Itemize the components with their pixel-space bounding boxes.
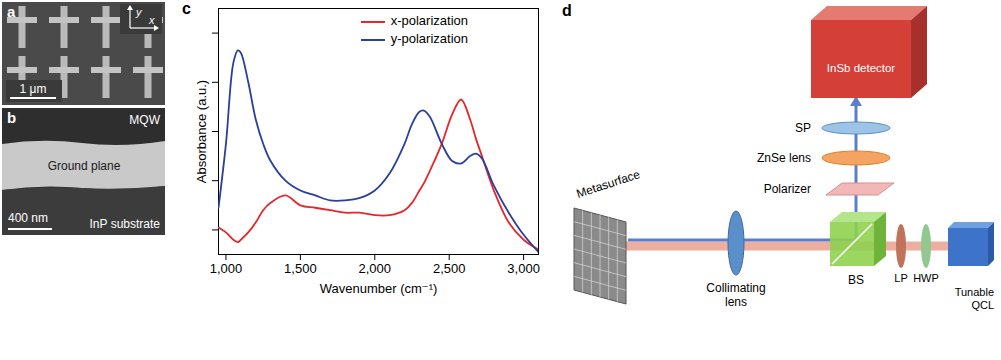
svg-text:Collimating: Collimating — [706, 281, 765, 295]
svg-text:Tunable: Tunable — [955, 286, 994, 298]
svg-text:HWP: HWP — [913, 272, 939, 284]
svg-text:y: y — [135, 6, 143, 18]
svg-text:MQW: MQW — [129, 113, 160, 127]
svg-text:Absorbance (a.u.): Absorbance (a.u.) — [194, 80, 209, 183]
svg-text:InSb detector: InSb detector — [827, 62, 896, 74]
svg-text:2,000: 2,000 — [359, 261, 392, 276]
svg-text:Metasurface: Metasurface — [575, 167, 642, 201]
svg-text:400 nm: 400 nm — [8, 211, 48, 225]
svg-text:Wavenumber (cm⁻¹): Wavenumber (cm⁻¹) — [320, 281, 438, 296]
svg-text:1,500: 1,500 — [284, 261, 317, 276]
svg-text:InP substrate: InP substrate — [90, 217, 161, 231]
svg-text:SP: SP — [795, 121, 811, 135]
svg-text:d: d — [562, 2, 572, 19]
svg-text:Ground plane: Ground plane — [48, 159, 121, 173]
svg-text:ZnSe lens: ZnSe lens — [757, 151, 811, 165]
html-text:c: c — [182, 0, 191, 17]
svg-text:b: b — [7, 109, 16, 126]
svg-text:x: x — [148, 14, 155, 26]
svg-text:a: a — [7, 3, 16, 20]
svg-text:QCL: QCL — [971, 299, 994, 311]
svg-text:Polarizer: Polarizer — [764, 182, 811, 196]
svg-text:BS: BS — [848, 273, 864, 287]
svg-text:1,000: 1,000 — [210, 261, 243, 276]
html-text:y-polarization: y-polarization — [390, 31, 468, 46]
html-text:x-polarization: x-polarization — [390, 13, 468, 28]
svg-text:1 μm: 1 μm — [20, 82, 47, 96]
svg-text:lens: lens — [725, 295, 747, 309]
svg-text:2,500: 2,500 — [433, 261, 466, 276]
svg-text:LP: LP — [894, 272, 907, 284]
svg-text:3,000: 3,000 — [507, 261, 540, 276]
